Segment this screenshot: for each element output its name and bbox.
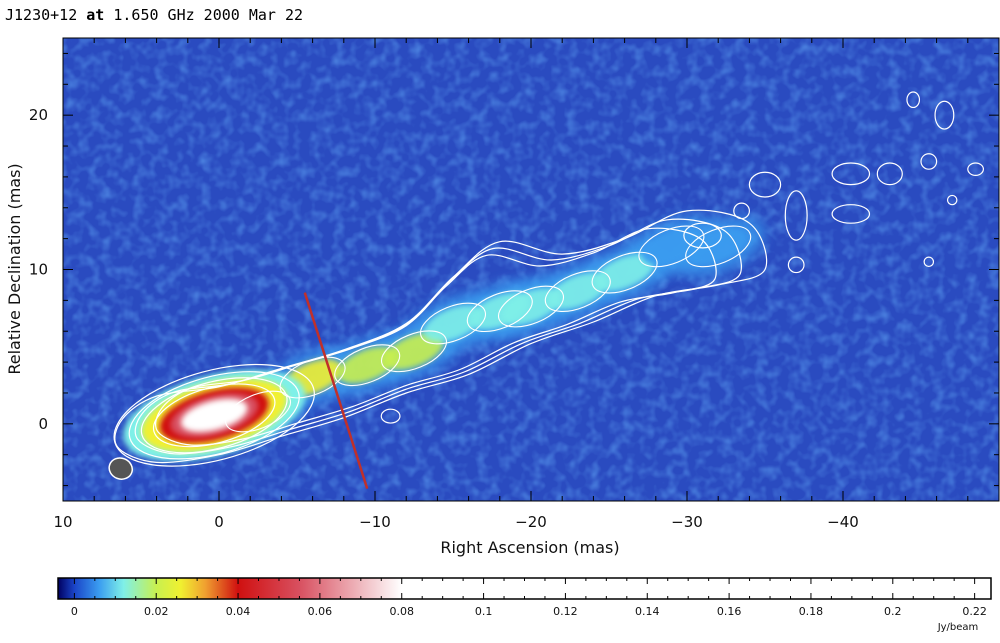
contour-knot <box>224 390 292 433</box>
colorbar: 0 0.02 0.04 0.06 0.08 0.1 0.12 0.14 0.16 0.18 0.2 0… <box>57 577 992 633</box>
colorbar-tick-label: 0.04 <box>226 605 251 618</box>
colorbar-tick-label: 0.22 <box>962 605 987 618</box>
colorbar-tick-label: 0.2 <box>884 605 902 618</box>
contour-island <box>906 91 921 109</box>
x-tick-label: −30 <box>671 513 703 531</box>
contour-island <box>923 256 935 268</box>
colorbar-tick-label: 0.06 <box>308 605 333 618</box>
contour-core <box>113 363 315 467</box>
beam-ellipse <box>108 457 134 480</box>
jet-axis-line <box>303 292 369 490</box>
contour-knot <box>419 302 487 345</box>
contour-knot <box>591 251 658 294</box>
colorbar-unit: Jy/beam <box>937 622 979 633</box>
contour-island <box>831 204 871 224</box>
plot-area <box>63 38 999 501</box>
contour-knot <box>544 270 611 312</box>
contour-knot <box>638 225 705 268</box>
contour-island <box>934 100 955 130</box>
contour-core <box>128 371 300 460</box>
colorbar-tick-label: 0.12 <box>553 605 578 618</box>
contour-knot <box>380 330 448 373</box>
x-axis-label: Right Ascension (mas) <box>440 538 619 557</box>
colorbar-tick-label: 0.18 <box>799 605 824 618</box>
colorbar-tick-label: 0.02 <box>144 605 169 618</box>
contour-island <box>683 222 722 249</box>
colorbar-tick-label: 0.08 <box>389 605 414 618</box>
contour-island <box>876 162 903 186</box>
y-axis-label: Relative Declination (mas) <box>5 163 24 374</box>
y-axis: 0 10 20 <box>29 52 999 487</box>
contour-knot <box>685 225 752 268</box>
contour-island <box>787 256 805 274</box>
contour-island <box>946 194 958 206</box>
colorbar-tick-label: 0.1 <box>475 605 493 618</box>
colorbar-tick-label: 0.16 <box>717 605 742 618</box>
contour-island <box>380 408 401 424</box>
contour-island <box>831 162 871 186</box>
contour-knot <box>497 285 565 328</box>
contour-core <box>152 383 276 448</box>
chart-title: J1230+12 at 1.650 GHz 2000 Mar 22 <box>5 6 303 24</box>
contour-envelope <box>155 227 717 446</box>
core-layer <box>180 398 248 433</box>
contour-island <box>733 202 750 220</box>
colorbar-tick-label: 0.14 <box>635 605 660 618</box>
colorbar-ticks: 0 0.02 0.04 0.06 0.08 0.1 0.12 0.14 0.16 0.18 0.2 0… <box>71 578 987 618</box>
y-tick-label: 10 <box>29 261 48 279</box>
contour-island <box>967 162 984 176</box>
title-frequency-date: 1.650 GHz 2000 Mar 22 <box>113 6 303 24</box>
title-source: J1230+12 <box>5 6 77 24</box>
x-axis: 10 0 −10 −20 −30 −40 <box>53 38 1000 531</box>
contour-knot <box>334 344 401 387</box>
contour-island <box>920 153 938 170</box>
contour-knot <box>279 356 346 399</box>
x-tick-label: 10 <box>53 513 72 531</box>
x-tick-label: 0 <box>214 513 224 531</box>
colorbar-tick-label: 0 <box>71 605 78 618</box>
contour-island <box>784 190 808 241</box>
x-tick-label: −20 <box>515 513 547 531</box>
x-tick-label: −10 <box>359 513 391 531</box>
contour-envelope <box>134 218 742 455</box>
contour-island <box>748 171 782 198</box>
title-at: at <box>86 6 104 24</box>
contour-knot <box>466 290 533 333</box>
colorbar-scale <box>57 577 992 600</box>
y-tick-label: 0 <box>38 415 48 433</box>
x-tick-label: −40 <box>827 513 859 531</box>
y-tick-label: 20 <box>29 106 48 124</box>
